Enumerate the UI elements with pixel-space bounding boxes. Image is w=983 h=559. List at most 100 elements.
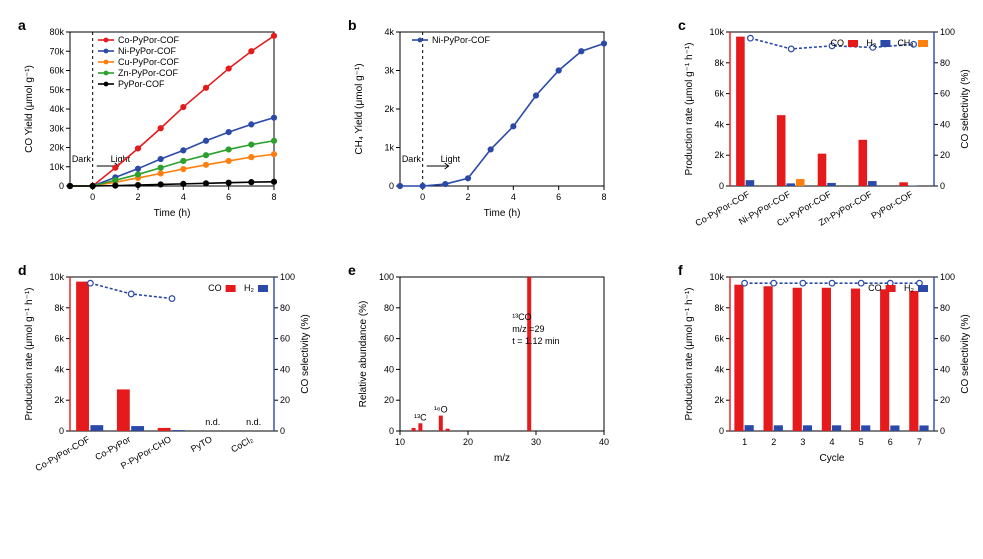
svg-text:0: 0	[389, 426, 394, 436]
point	[271, 33, 276, 38]
svg-text:40k: 40k	[49, 104, 64, 114]
selectivity-point	[169, 296, 175, 302]
svg-text:30: 30	[531, 437, 541, 447]
svg-text:40: 40	[940, 119, 950, 129]
category-label: 5	[859, 437, 864, 447]
svg-text:0: 0	[719, 181, 724, 191]
svg-text:4: 4	[181, 192, 186, 202]
svg-text:4k: 4k	[54, 364, 64, 374]
point	[601, 41, 606, 46]
point	[465, 176, 470, 181]
point	[203, 181, 208, 186]
bar-CO	[734, 285, 743, 431]
ms-peak	[527, 277, 531, 431]
svg-text:4k: 4k	[714, 364, 724, 374]
svg-text:6k: 6k	[54, 334, 64, 344]
point	[181, 148, 186, 153]
svg-text:4: 4	[511, 192, 516, 202]
svg-text:60: 60	[384, 334, 394, 344]
svg-text:60: 60	[940, 89, 950, 99]
point	[271, 115, 276, 120]
bar-CO	[859, 140, 868, 186]
bar-CO	[117, 389, 130, 431]
ylabel-left: Production rate (μmol g⁻¹ h⁻¹)	[684, 42, 695, 175]
bar-CO	[822, 288, 831, 431]
svg-text:0: 0	[420, 192, 425, 202]
svg-text:2k: 2k	[714, 150, 724, 160]
bar-H2	[890, 425, 899, 431]
panel-e: 10203040m/z020406080100Relative abundanc…	[358, 272, 609, 464]
panel-c: 02k4k6k8k10kProduction rate (μmol g⁻¹ h⁻…	[684, 27, 971, 228]
bar-H2	[131, 426, 144, 431]
point	[397, 183, 402, 188]
svg-text:60: 60	[280, 334, 290, 344]
point	[226, 130, 231, 135]
legend-item: Ni-PyPor-COF	[118, 46, 177, 56]
point	[113, 183, 118, 188]
legend-item: H₂	[866, 38, 876, 48]
point	[67, 183, 72, 188]
bar-H2	[774, 425, 783, 431]
svg-text:70k: 70k	[49, 46, 64, 56]
svg-text:100: 100	[940, 272, 955, 282]
svg-text:0: 0	[59, 426, 64, 436]
point	[226, 147, 231, 152]
panel-b: 02468Time (h)01k2k3k4kCH₄ Yield (μmol g⁻…	[354, 27, 607, 219]
nd-label: n.d.	[246, 417, 261, 427]
point	[511, 124, 516, 129]
svg-text:20: 20	[940, 150, 950, 160]
peak-tag: ¹³C	[414, 412, 427, 422]
point	[181, 104, 186, 109]
point	[135, 166, 140, 171]
bar-H2	[172, 430, 185, 431]
bar-H2	[803, 425, 812, 431]
category-label: CoCl₂	[229, 434, 255, 455]
category-label: 4	[829, 437, 834, 447]
category-label: 1	[742, 437, 747, 447]
svg-text:8k: 8k	[54, 303, 64, 313]
svg-text:20k: 20k	[49, 143, 64, 153]
selectivity-point	[742, 280, 748, 286]
legend-item: Ni-PyPor-COF	[432, 35, 491, 45]
bar-H2	[861, 425, 870, 431]
svg-text:4k: 4k	[714, 119, 724, 129]
svg-text:10k: 10k	[709, 272, 724, 282]
point	[579, 49, 584, 54]
ms-peak	[446, 429, 450, 431]
point	[181, 181, 186, 186]
point	[203, 153, 208, 158]
point	[135, 172, 140, 177]
svg-text:80: 80	[940, 303, 950, 313]
point	[203, 85, 208, 90]
svg-text:0: 0	[90, 192, 95, 202]
svg-text:Dark: Dark	[72, 154, 92, 164]
xlabel: Cycle	[819, 453, 844, 464]
point	[420, 183, 425, 188]
ms-peak	[439, 416, 443, 431]
category-label: 6	[888, 437, 893, 447]
svg-text:2k: 2k	[384, 104, 394, 114]
panel-label-b: b	[348, 17, 357, 33]
svg-text:0: 0	[719, 426, 724, 436]
point	[113, 178, 118, 183]
peak-tag: ¹⁶O	[434, 405, 448, 415]
svg-text:80: 80	[384, 303, 394, 313]
legend-item: Zn-PyPor-COF	[118, 68, 179, 78]
annotation-line: ¹³CO	[512, 312, 532, 322]
legend-item: Cu-PyPor-COF	[118, 57, 180, 67]
legend-item: H₂	[904, 283, 914, 293]
bar-CO	[764, 286, 773, 431]
svg-text:8: 8	[271, 192, 276, 202]
svg-text:30k: 30k	[49, 123, 64, 133]
category-label: 2	[771, 437, 776, 447]
svg-text:6k: 6k	[714, 89, 724, 99]
bar-CO	[793, 288, 802, 431]
ylabel: CO Yield (μmol g⁻¹)	[24, 65, 35, 153]
point	[203, 162, 208, 167]
svg-text:4k: 4k	[384, 27, 394, 37]
selectivity-point	[771, 280, 777, 286]
point	[271, 179, 276, 184]
svg-text:0: 0	[280, 426, 285, 436]
panel-d: 02k4k6k8k10kProduction rate (μmol g⁻¹ h⁻…	[24, 272, 311, 473]
selectivity-point	[858, 280, 864, 286]
